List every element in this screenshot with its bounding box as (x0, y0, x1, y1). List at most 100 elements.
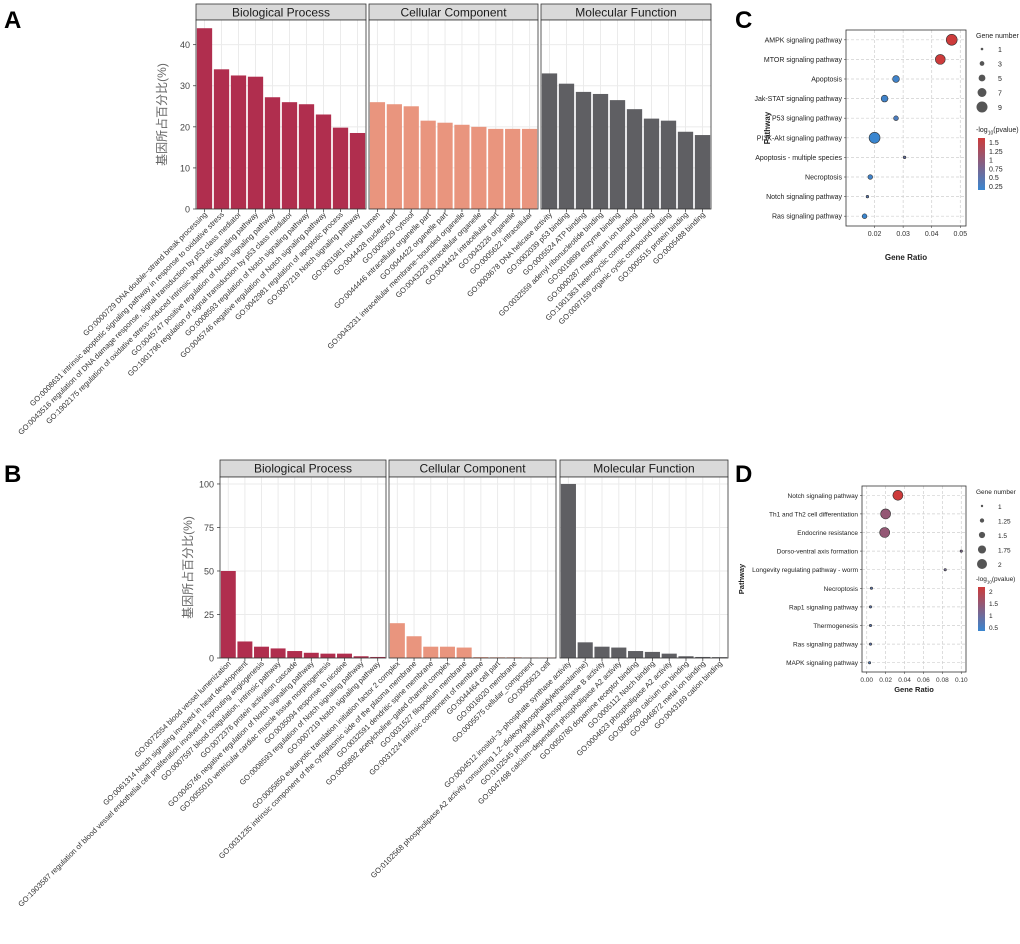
x-tick-label: 0.05 (953, 231, 967, 238)
color-legend-label: 2 (989, 589, 993, 596)
data-point (945, 33, 958, 46)
data-point (880, 94, 889, 103)
pathway-label: Rap1 signaling pathway (789, 604, 859, 611)
pathway-label: Ras signaling pathway (793, 642, 859, 649)
bar (694, 135, 711, 209)
pathway-label: Apoptosis - multiple species (755, 155, 842, 162)
data-point (868, 132, 881, 144)
color-legend-title: -log10(pvalue) (976, 576, 1015, 585)
size-legend-key (979, 61, 985, 66)
bar (369, 102, 386, 209)
data-point (869, 586, 873, 590)
size-legend: Gene number 1 1.25 1.5 1.75 2 (976, 489, 1017, 569)
y-tick-label: 10 (180, 163, 190, 173)
bar (423, 646, 439, 658)
y-axis-title: Pathway (737, 563, 746, 594)
color-legend-label: 1 (989, 158, 993, 165)
plot-border (861, 485, 967, 673)
facet-title: Cellular Component (419, 462, 526, 476)
color-legend-title-sub: 10 (987, 580, 993, 585)
x-tick-label: GO:1902175 regulation of oxidative stres… (44, 210, 260, 426)
data-point (869, 642, 873, 646)
bar (254, 646, 269, 658)
color-legend-label: 0.5 (989, 175, 999, 182)
bar (230, 75, 247, 209)
bar (287, 651, 303, 658)
size-legend-key (978, 74, 986, 82)
data-point (893, 115, 899, 121)
data-point (867, 174, 873, 180)
panel-label-d: D (735, 461, 752, 488)
bar (695, 656, 711, 658)
y-tick-label: 25 (204, 610, 214, 620)
pathway-label: MTOR signaling pathway (764, 57, 843, 64)
pathway-label: AMPK signaling pathway (765, 37, 843, 44)
data-point (869, 605, 873, 609)
size-legend-label: 7 (998, 91, 1002, 98)
color-legend-title-suffix: (pvalue) (992, 576, 1015, 583)
y-tick-label: 50 (204, 566, 214, 576)
size-legend-label: 2 (998, 562, 1002, 569)
bar (389, 623, 405, 658)
data-point (861, 213, 868, 219)
size-legend-label: 1.25 (998, 519, 1011, 526)
bar (454, 124, 470, 209)
bar (560, 483, 576, 658)
y-axis-title: 基因所占百分比(%) (154, 63, 169, 166)
bar (264, 97, 281, 209)
x-tick-label: 0.03 (896, 231, 910, 238)
pathway-label: Necroptosis (805, 175, 842, 182)
bar (270, 648, 286, 658)
bar (677, 131, 694, 209)
panel-label-b: B (4, 461, 21, 488)
plot-area (846, 30, 966, 226)
bar (505, 128, 521, 209)
size-legend-key (980, 47, 984, 51)
color-legend-title-prefix: -log (976, 127, 988, 134)
y-tick-label: 100 (199, 479, 214, 489)
bar (403, 106, 419, 209)
bar (315, 114, 332, 209)
pathway-label: P53 signaling pathway (772, 116, 843, 123)
color-legend-label: 1.25 (989, 149, 1003, 156)
bar (320, 653, 336, 658)
x-tick-label: GO:1901796 regulation of signal transduc… (126, 210, 294, 378)
pathway-label: Necroptosis (824, 586, 859, 593)
data-point (943, 568, 947, 572)
color-legend-label: 1 (989, 613, 993, 620)
color-legend-title-suffix: (pvalue) (993, 127, 1018, 134)
bar (420, 120, 436, 209)
color-legend-bar (978, 587, 985, 631)
size-legend-label: 1 (998, 47, 1002, 54)
pathway-label: Notch signaling pathway (788, 493, 859, 500)
color-legend-label: 0.25 (989, 184, 1003, 191)
size-legend-label: 1 (998, 504, 1002, 511)
bar (660, 120, 677, 209)
facet-title: Biological Process (232, 6, 330, 20)
bar (337, 653, 352, 658)
facet-plot-area (220, 477, 386, 658)
bar (196, 28, 213, 209)
size-legend-title: Gene number (976, 489, 1017, 496)
x-tick-label: 0.06 (917, 677, 930, 684)
bar (439, 646, 455, 658)
y-tick-label: 0 (209, 654, 214, 664)
facet-border (388, 476, 557, 659)
y-tick-label: 0 (185, 205, 190, 215)
size-legend-key (979, 518, 985, 523)
bar (626, 109, 643, 209)
size-legend-label: 3 (998, 62, 1002, 69)
facet-title: Cellular Component (400, 6, 507, 20)
x-tick-label: 0.04 (925, 231, 939, 238)
color-legend-title-prefix: -log (976, 576, 987, 583)
bar (558, 83, 575, 209)
y-tick-label: 20 (180, 122, 190, 132)
data-point (869, 623, 873, 627)
size-legend-label: 1.75 (998, 548, 1011, 555)
x-tick-label: 0.04 (898, 677, 911, 684)
bar (220, 570, 236, 658)
size-legend-key (978, 531, 986, 539)
